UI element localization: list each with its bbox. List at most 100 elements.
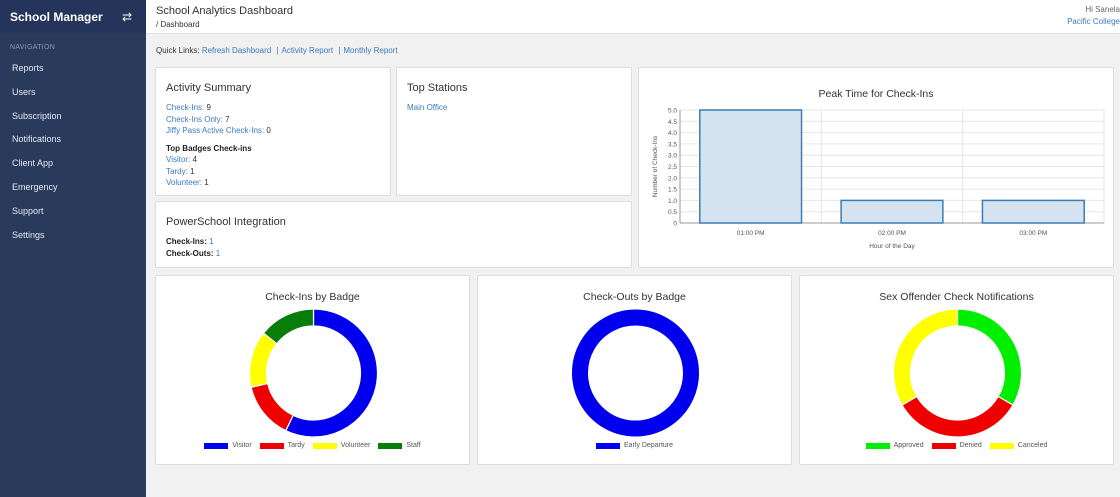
badge-volunteer-label[interactable]: Volunteer: [166, 178, 203, 187]
jiffy-row: Jiffy Pass Active Check-Ins: 0 [166, 125, 271, 137]
y-tick-label: 3.0 [668, 153, 677, 160]
station-main-office[interactable]: Main Office [407, 103, 448, 112]
checkins-by-badge-legend: Visitor Tardy Volunteer Staff [156, 442, 469, 449]
checkins-only-label[interactable]: Check-Ins Only: [166, 114, 223, 124]
legend-item[interactable]: Denied [931, 442, 982, 449]
checkins-row: Check-Ins: 9 [166, 102, 271, 114]
y-axis-label: Number of Check-Ins [652, 135, 659, 197]
sex-offender-card: Sex Offender Check Notifications Approve… [799, 275, 1114, 465]
peak-time-chart: 0 0.5 1.0 1.5 2.0 2.5 3.0 3.5 4.0 4.5 5.0 01:00 PM 0… [652, 108, 1105, 250]
organization-link[interactable]: Pacific College [1067, 17, 1120, 26]
sidebar-item-client-app[interactable]: Client App [12, 158, 54, 169]
ps-checkouts-value[interactable]: 1 [215, 248, 221, 258]
donut-slice [248, 332, 278, 388]
checkins-by-badge-card: Check-Ins by Badge Visitor Tardy Volunte… [155, 275, 470, 465]
swap-arrows-icon[interactable]: ⇄ [121, 9, 132, 24]
quick-links: Quick Links: Refresh Dashboard | Activity… [156, 46, 398, 55]
y-tick-label: 4.0 [668, 130, 677, 137]
sidebar: School Manager ⇄ NAVIGATION Reports User… [0, 0, 146, 497]
peak-time-card: Peak Time for Check-Ins 0 0.5 1.0 1.5 2.0 2.5… [638, 67, 1114, 268]
badge-visitor-value: 4 [192, 155, 197, 164]
y-tick-label: 0.5 [668, 209, 677, 216]
top-stations-list: Main Office [407, 102, 447, 114]
legend-label: Denied [959, 442, 982, 449]
legend-swatch [865, 442, 890, 449]
sidebar-item-notifications[interactable]: Notifications [12, 134, 62, 145]
legend-swatch [989, 442, 1014, 449]
sidebar-item-emergency[interactable]: Emergency [12, 181, 58, 192]
legend-label: Visitor [232, 442, 252, 449]
badge-tardy-label[interactable]: Tardy: [166, 166, 188, 176]
legend-item[interactable]: Canceled [989, 442, 1048, 449]
badge-volunteer-value: 1 [204, 178, 209, 187]
x-tick-label: 02:00 PM [878, 230, 906, 237]
legend-item[interactable]: Staff [378, 442, 421, 449]
checkins-label[interactable]: Check-Ins: [166, 103, 205, 112]
bar [981, 199, 1085, 224]
x-axis-label: Hour of the Day [869, 243, 915, 250]
checkouts-by-badge-legend: Early Departure [478, 442, 791, 449]
quick-link-separator: | [276, 46, 279, 55]
brand-name[interactable]: School Manager [10, 9, 103, 24]
y-tick-label: 5.0 [668, 108, 677, 115]
quick-links-label: Quick Links: [156, 46, 200, 55]
checkins-only-value: 7 [225, 114, 230, 124]
sidebar-item-reports[interactable]: Reports [12, 63, 44, 73]
sidebar-item-users[interactable]: Users [12, 86, 36, 97]
checkouts-by-badge-card: Check-Outs by Badge Early Departure [477, 275, 792, 465]
x-tick-label: 01:00 PM [737, 230, 765, 237]
ps-checkins-label: Check-Ins: [166, 237, 207, 246]
donut-slice [956, 308, 1023, 406]
donut-slice [571, 308, 700, 438]
y-tick-label: 2.0 [668, 175, 677, 182]
legend-label: Volunteer [340, 442, 371, 449]
activity-report-link[interactable]: Activity Report [281, 46, 334, 55]
legend-swatch [595, 442, 620, 449]
sidebar-item-subscription[interactable]: Subscription [12, 110, 62, 121]
checkins-by-badge-chart [248, 308, 379, 438]
bar [699, 109, 803, 224]
monthly-report-link[interactable]: Monthly Report [343, 46, 398, 55]
legend-label: Tardy [287, 442, 305, 449]
y-tick-label: 0 [673, 221, 677, 228]
legend-item[interactable]: Visitor [204, 442, 252, 449]
y-tick-label: 1.5 [668, 187, 677, 194]
donut-slice [901, 395, 1014, 438]
jiffy-label[interactable]: Jiffy Pass Active Check-Ins: [166, 126, 265, 135]
legend-item[interactable]: Volunteer [312, 442, 371, 449]
sidebar-item-support[interactable]: Support [12, 205, 44, 216]
peak-time-title: Peak Time for Check-Ins [818, 88, 934, 100]
sex-offender-chart [892, 308, 1023, 438]
sidebar-item-settings[interactable]: Settings [12, 229, 45, 240]
checkins-by-badge-title: Check-Ins by Badge [265, 291, 360, 303]
legend-item[interactable]: Tardy [259, 442, 305, 449]
donut-slice [892, 308, 959, 406]
ps-checkins-row: Check-Ins: 1 [166, 236, 220, 248]
legend-label: Canceled [1017, 442, 1048, 449]
y-tick-label: 1.0 [668, 198, 677, 205]
badge-visitor-label[interactable]: Visitor: [166, 155, 191, 164]
refresh-dashboard-link[interactable]: Refresh Dashboard [201, 46, 272, 55]
donut-slice [262, 308, 315, 345]
legend-swatch [378, 442, 403, 449]
bar [840, 199, 944, 224]
top-stations-title: Top Stations [407, 82, 468, 94]
x-tick-label: 03:00 PM [1019, 230, 1047, 237]
powerschool-title: PowerSchool Integration [166, 216, 286, 228]
nav-header: NAVIGATION [10, 44, 56, 51]
badge-row: Visitor: 4 [166, 154, 271, 166]
activity-summary-card: Activity Summary Check-Ins: 9 Check-Ins … [155, 67, 391, 196]
top-stations-card: Top Stations Main Office [396, 67, 632, 196]
ps-checkins-value[interactable]: 1 [209, 237, 214, 246]
legend-label: Early Departure [623, 442, 674, 449]
activity-summary-title: Activity Summary [166, 82, 251, 94]
legend-item[interactable]: Early Departure [595, 442, 674, 449]
top-header: School Analytics Dashboard / Dashboard H… [146, 0, 1120, 34]
legend-swatch [312, 442, 337, 449]
y-tick-label: 4.5 [668, 119, 677, 126]
legend-item[interactable]: Approved [865, 442, 924, 449]
donut-slice [284, 308, 379, 438]
page-title: School Analytics Dashboard [156, 5, 293, 17]
sex-offender-legend: Approved Denied Canceled [800, 442, 1113, 449]
activity-summary-lines: Check-Ins: 9 Check-Ins Only: 7 Jiffy Pas… [166, 102, 271, 189]
